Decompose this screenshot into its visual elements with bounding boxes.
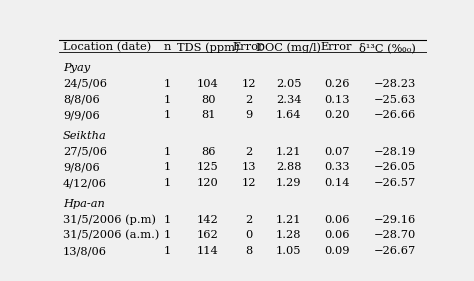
Text: 13: 13 bbox=[241, 162, 255, 173]
Text: 12: 12 bbox=[241, 178, 255, 188]
Text: 162: 162 bbox=[197, 230, 219, 241]
Text: 1.21: 1.21 bbox=[276, 215, 301, 225]
Text: −25.63: −25.63 bbox=[374, 94, 416, 105]
Text: 114: 114 bbox=[197, 246, 219, 256]
Text: 0.13: 0.13 bbox=[324, 94, 349, 105]
Text: Error: Error bbox=[321, 42, 352, 52]
Text: 120: 120 bbox=[197, 178, 219, 188]
Text: 1: 1 bbox=[164, 94, 171, 105]
Text: −28.23: −28.23 bbox=[374, 79, 416, 89]
Text: −26.05: −26.05 bbox=[374, 162, 416, 173]
Text: 8: 8 bbox=[245, 246, 252, 256]
Text: 104: 104 bbox=[197, 79, 219, 89]
Text: −28.19: −28.19 bbox=[374, 147, 416, 157]
Text: 12: 12 bbox=[241, 79, 255, 89]
Text: n: n bbox=[164, 42, 171, 52]
Text: 0.20: 0.20 bbox=[324, 110, 349, 120]
Text: 2.34: 2.34 bbox=[276, 94, 301, 105]
Text: Pyay: Pyay bbox=[63, 63, 90, 73]
Text: 24/5/06: 24/5/06 bbox=[63, 79, 107, 89]
Text: 27/5/06: 27/5/06 bbox=[63, 147, 107, 157]
Text: −26.57: −26.57 bbox=[374, 178, 416, 188]
Text: 1: 1 bbox=[164, 110, 171, 120]
Text: 1: 1 bbox=[164, 230, 171, 241]
Text: 8/8/06: 8/8/06 bbox=[63, 94, 100, 105]
Text: 1: 1 bbox=[164, 147, 171, 157]
Text: 9/8/06: 9/8/06 bbox=[63, 162, 100, 173]
Text: TDS (ppm): TDS (ppm) bbox=[177, 42, 239, 53]
Text: 86: 86 bbox=[201, 147, 215, 157]
Text: 4/12/06: 4/12/06 bbox=[63, 178, 107, 188]
Text: 1: 1 bbox=[164, 178, 171, 188]
Text: 9: 9 bbox=[245, 110, 252, 120]
Text: 13/8/06: 13/8/06 bbox=[63, 246, 107, 256]
Text: 31/5/2006 (p.m): 31/5/2006 (p.m) bbox=[63, 215, 156, 225]
Text: 0.07: 0.07 bbox=[324, 147, 349, 157]
Text: −26.67: −26.67 bbox=[374, 246, 416, 256]
Text: 1.28: 1.28 bbox=[276, 230, 301, 241]
Text: 125: 125 bbox=[197, 162, 219, 173]
Text: 0: 0 bbox=[245, 230, 252, 241]
Text: −29.16: −29.16 bbox=[374, 215, 416, 225]
Text: 2.88: 2.88 bbox=[276, 162, 301, 173]
Text: δ¹³C (‰₀): δ¹³C (‰₀) bbox=[359, 42, 416, 53]
Text: −26.66: −26.66 bbox=[374, 110, 416, 120]
Text: 31/5/2006 (a.m.): 31/5/2006 (a.m.) bbox=[63, 230, 159, 241]
Text: Hpa-an: Hpa-an bbox=[63, 199, 105, 209]
Text: 0.33: 0.33 bbox=[324, 162, 349, 173]
Text: 1.05: 1.05 bbox=[276, 246, 301, 256]
Text: 0.09: 0.09 bbox=[324, 246, 349, 256]
Text: Error: Error bbox=[233, 42, 264, 52]
Text: Location (date): Location (date) bbox=[63, 42, 151, 53]
Text: 0.26: 0.26 bbox=[324, 79, 349, 89]
Text: 0.06: 0.06 bbox=[324, 230, 349, 241]
Text: 2.05: 2.05 bbox=[276, 79, 301, 89]
Text: 0.14: 0.14 bbox=[324, 178, 349, 188]
Text: 1: 1 bbox=[164, 79, 171, 89]
Text: DOC (mg/l): DOC (mg/l) bbox=[256, 42, 321, 53]
Text: 1.64: 1.64 bbox=[276, 110, 301, 120]
Text: 2: 2 bbox=[245, 215, 252, 225]
Text: 1.21: 1.21 bbox=[276, 147, 301, 157]
Text: 1: 1 bbox=[164, 162, 171, 173]
Text: −28.70: −28.70 bbox=[374, 230, 416, 241]
Text: 1: 1 bbox=[164, 215, 171, 225]
Text: 81: 81 bbox=[201, 110, 215, 120]
Text: 1: 1 bbox=[164, 246, 171, 256]
Text: 1.29: 1.29 bbox=[276, 178, 301, 188]
Text: 2: 2 bbox=[245, 94, 252, 105]
Text: 80: 80 bbox=[201, 94, 215, 105]
Text: 9/9/06: 9/9/06 bbox=[63, 110, 100, 120]
Text: 2: 2 bbox=[245, 147, 252, 157]
Text: 0.06: 0.06 bbox=[324, 215, 349, 225]
Text: 142: 142 bbox=[197, 215, 219, 225]
Text: Seiktha: Seiktha bbox=[63, 131, 107, 141]
